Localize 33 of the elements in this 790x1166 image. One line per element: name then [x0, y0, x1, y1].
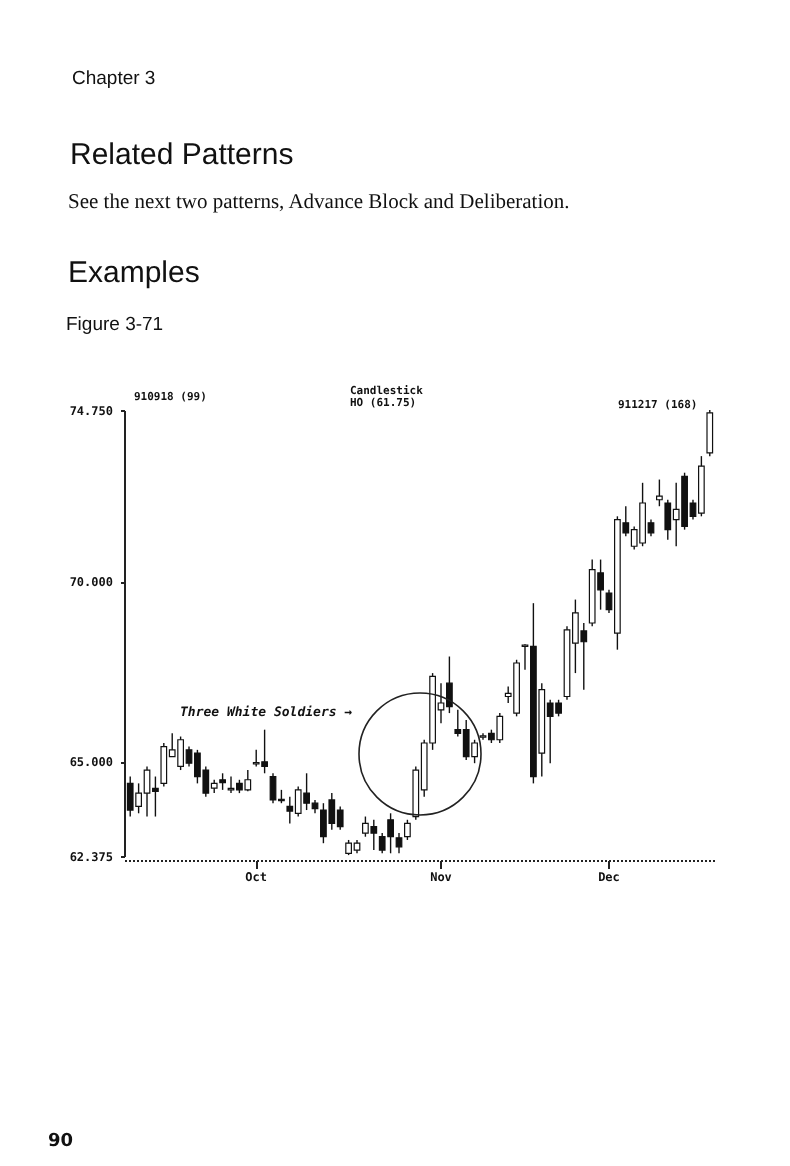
candlestick — [152, 775, 159, 818]
candlestick — [126, 775, 134, 818]
candlestick — [706, 409, 714, 457]
candlestick — [362, 815, 369, 838]
candlestick — [227, 775, 235, 794]
candlestick — [286, 796, 294, 825]
text: See the next two patterns, Advance Block and Deliberation. — [68, 192, 570, 215]
text: 90 — [48, 1132, 74, 1152]
candlestick — [664, 499, 672, 541]
candlestick — [303, 772, 310, 811]
candlestick — [656, 478, 663, 507]
candlestick — [320, 802, 327, 844]
text: Examples — [68, 256, 200, 290]
candlestick — [261, 728, 268, 774]
candlestick — [698, 455, 705, 518]
candlestick — [672, 482, 680, 547]
candlestick — [496, 712, 504, 744]
candlestick — [328, 792, 336, 831]
candlestick — [143, 765, 151, 818]
candlestick — [269, 772, 277, 804]
candlestick — [639, 482, 646, 547]
candlestick — [177, 735, 184, 771]
candlestick — [462, 719, 470, 761]
candlestick — [160, 742, 168, 788]
candlestick — [387, 812, 394, 854]
candlestick — [446, 655, 453, 714]
text: Related Patterns — [70, 138, 294, 172]
candlestick — [370, 819, 378, 851]
candlestick — [294, 785, 302, 818]
chart-title: Figure 3-71 — [66, 314, 164, 336]
candlestick — [336, 805, 344, 831]
candlestick — [404, 819, 411, 841]
text: Chapter 3 — [72, 68, 156, 90]
